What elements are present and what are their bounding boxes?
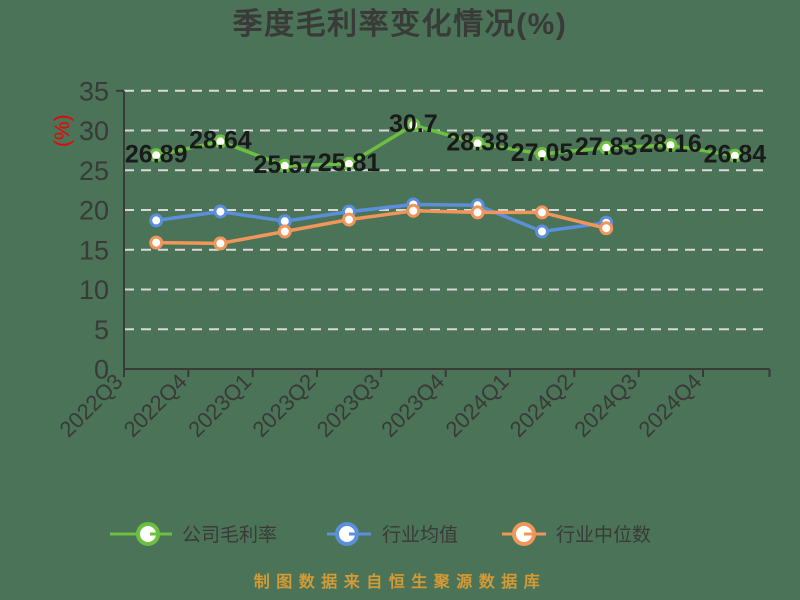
svg-text:25.81: 25.81 [318,149,381,177]
svg-text:季度毛利率变化情况(%): 季度毛利率变化情况(%) [233,7,568,41]
svg-text:26.84: 26.84 [704,141,767,169]
svg-text:公司毛利率: 公司毛利率 [182,524,277,546]
svg-text:15: 15 [79,236,109,266]
svg-text:26.89: 26.89 [125,140,188,168]
svg-text:10: 10 [79,275,109,305]
svg-text:28.38: 28.38 [446,128,509,156]
svg-text:27.05: 27.05 [511,139,574,167]
svg-text:行业中位数: 行业中位数 [556,524,651,546]
svg-text:5: 5 [94,315,109,345]
svg-text:28.64: 28.64 [189,126,252,154]
svg-text:30.7: 30.7 [389,110,438,138]
svg-text:35: 35 [79,77,109,107]
svg-text:25: 25 [79,156,109,186]
svg-text:(%): (%) [51,114,74,147]
svg-text:制图数据来自恒生聚源数据库: 制图数据来自恒生聚源数据库 [254,572,547,591]
svg-text:27.83: 27.83 [575,133,638,161]
svg-text:30: 30 [79,116,109,146]
svg-text:20: 20 [79,196,109,226]
svg-text:行业均值: 行业均值 [382,524,458,546]
svg-text:28.16: 28.16 [639,130,702,158]
svg-text:25.57: 25.57 [254,151,317,179]
